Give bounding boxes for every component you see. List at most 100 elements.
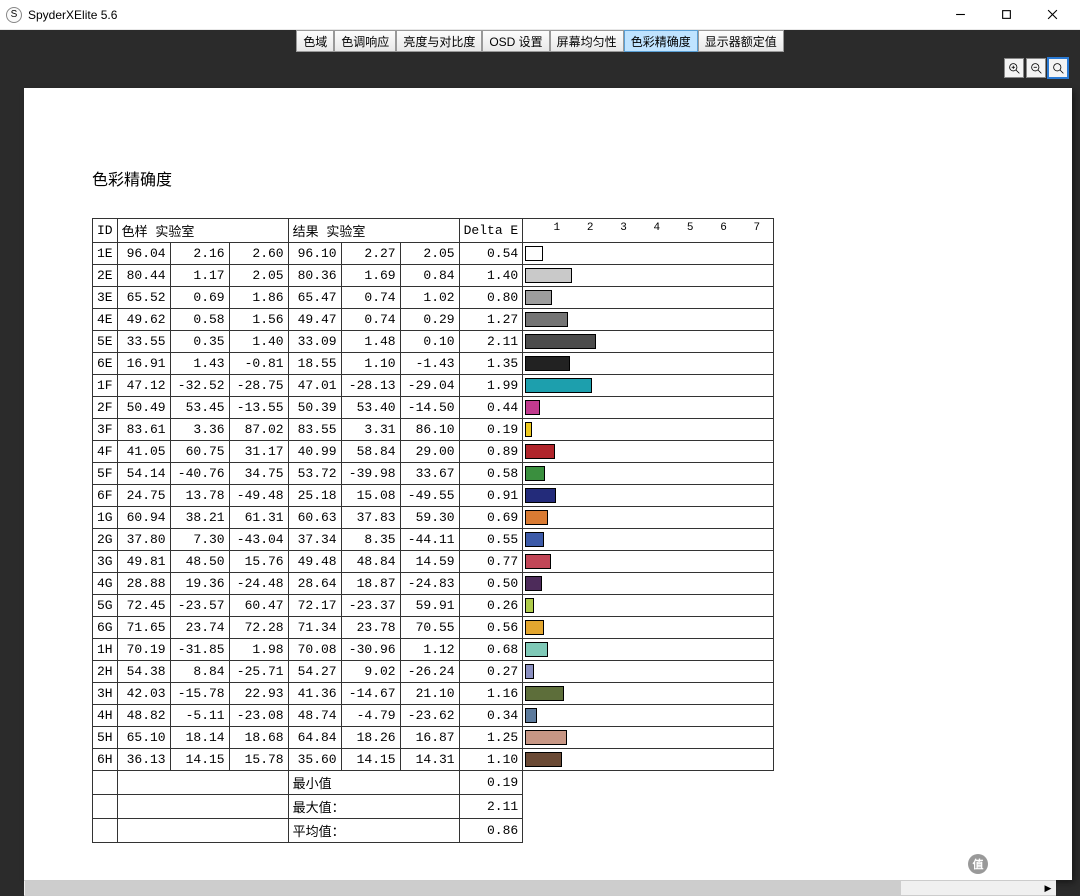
- table-row: 2H54.388.84-25.7154.279.02-26.240.27: [93, 661, 774, 683]
- cell-s2: -32.52: [170, 375, 229, 397]
- minimize-button[interactable]: [946, 5, 974, 25]
- tab-6[interactable]: 显示器额定值: [698, 30, 784, 52]
- tab-5[interactable]: 色彩精确度: [624, 30, 698, 52]
- cell-r1: 50.39: [288, 397, 341, 419]
- cell-r1: 65.47: [288, 287, 341, 309]
- cell-bar: [523, 375, 774, 397]
- table-row: 4H48.82-5.11-23.0848.74-4.79-23.620.34: [93, 705, 774, 727]
- table-row: 4F41.0560.7531.1740.9958.8429.000.89: [93, 441, 774, 463]
- cell-s2: 13.78: [170, 485, 229, 507]
- cell-s1: 47.12: [117, 375, 170, 397]
- tab-4[interactable]: 屏幕均匀性: [550, 30, 624, 52]
- cell-bar: [523, 617, 774, 639]
- th-sample: 色样 实验室: [117, 219, 288, 243]
- cell-s2: 23.74: [170, 617, 229, 639]
- cell-s2: -40.76: [170, 463, 229, 485]
- scroll-thumb[interactable]: [25, 881, 901, 895]
- cell-r3: -49.55: [400, 485, 459, 507]
- cell-delta: 0.68: [459, 639, 523, 661]
- cell-bar: [523, 397, 774, 419]
- scroll-right-button[interactable]: ▶: [1040, 881, 1056, 895]
- watermark-icon: 值: [968, 854, 988, 874]
- cell-id: 5G: [93, 595, 118, 617]
- summary-row: 最大值：2.11: [93, 795, 774, 819]
- table-row: 5E33.550.351.4033.091.480.102.11: [93, 331, 774, 353]
- cell-id: 1H: [93, 639, 118, 661]
- tab-2[interactable]: 亮度与对比度: [396, 30, 482, 52]
- cell-r2: 18.87: [341, 573, 400, 595]
- cell-s1: 80.44: [117, 265, 170, 287]
- cell-id: 3H: [93, 683, 118, 705]
- cell-delta: 0.56: [459, 617, 523, 639]
- cell-r1: 49.47: [288, 309, 341, 331]
- close-button[interactable]: [1038, 5, 1066, 25]
- cell-r1: 33.09: [288, 331, 341, 353]
- horizontal-scrollbar[interactable]: ◀ ▶: [24, 880, 1056, 896]
- cell-s2: 38.21: [170, 507, 229, 529]
- cell-delta: 0.54: [459, 243, 523, 265]
- cell-s1: 96.04: [117, 243, 170, 265]
- cell-s1: 37.80: [117, 529, 170, 551]
- canvas-area: 色彩精确度 ID色样 实验室结果 实验室Delta E12345671E96.0…: [24, 52, 1072, 880]
- app-body: 色域色调响应亮度与对比度OSD 设置屏幕均匀性色彩精确度显示器额定值 色彩精确度…: [0, 30, 1080, 896]
- cell-r3: -29.04: [400, 375, 459, 397]
- tab-0[interactable]: 色域: [296, 30, 334, 52]
- cell-r3: -24.83: [400, 573, 459, 595]
- cell-id: 6H: [93, 749, 118, 771]
- tab-3[interactable]: OSD 设置: [482, 30, 549, 52]
- cell-bar: [523, 705, 774, 727]
- cell-delta: 0.27: [459, 661, 523, 683]
- th-chart: 1234567: [523, 219, 774, 243]
- cell-r3: 59.91: [400, 595, 459, 617]
- page-title: 色彩精确度: [92, 166, 1004, 190]
- cell-r2: 37.83: [341, 507, 400, 529]
- cell-bar: [523, 727, 774, 749]
- cell-bar: [523, 529, 774, 551]
- cell-s3: 1.98: [229, 639, 288, 661]
- zoom-out-button[interactable]: [1026, 58, 1046, 78]
- cell-r1: 83.55: [288, 419, 341, 441]
- tab-1[interactable]: 色调响应: [334, 30, 396, 52]
- cell-r1: 70.08: [288, 639, 341, 661]
- cell-s1: 41.05: [117, 441, 170, 463]
- cell-bar: [523, 639, 774, 661]
- cell-id: 4H: [93, 705, 118, 727]
- cell-r2: 1.69: [341, 265, 400, 287]
- cell-r2: 18.26: [341, 727, 400, 749]
- zoom-in-button[interactable]: [1004, 58, 1024, 78]
- cell-s2: 7.30: [170, 529, 229, 551]
- cell-s3: 60.47: [229, 595, 288, 617]
- cell-delta: 0.91: [459, 485, 523, 507]
- maximize-button[interactable]: [992, 5, 1020, 25]
- cell-s3: 87.02: [229, 419, 288, 441]
- table-row: 3G49.8148.5015.7649.4848.8414.590.77: [93, 551, 774, 573]
- cell-r3: 16.87: [400, 727, 459, 749]
- cell-s2: 19.36: [170, 573, 229, 595]
- cell-r1: 64.84: [288, 727, 341, 749]
- cell-s3: 15.76: [229, 551, 288, 573]
- cell-r2: 58.84: [341, 441, 400, 463]
- cell-s1: 83.61: [117, 419, 170, 441]
- table-row: 6H36.1314.1515.7835.6014.1514.311.10: [93, 749, 774, 771]
- cell-id: 2G: [93, 529, 118, 551]
- cell-bar: [523, 573, 774, 595]
- cell-bar: [523, 309, 774, 331]
- cell-delta: 1.99: [459, 375, 523, 397]
- cell-id: 3G: [93, 551, 118, 573]
- summary-value: 2.11: [459, 795, 523, 819]
- cell-bar: [523, 463, 774, 485]
- cell-s2: 8.84: [170, 661, 229, 683]
- cell-s3: 2.05: [229, 265, 288, 287]
- zoom-fit-button[interactable]: [1048, 58, 1068, 78]
- cell-bar: [523, 661, 774, 683]
- cell-bar: [523, 331, 774, 353]
- cell-s3: -24.48: [229, 573, 288, 595]
- cell-s3: -13.55: [229, 397, 288, 419]
- cell-r2: -28.13: [341, 375, 400, 397]
- cell-id: 3F: [93, 419, 118, 441]
- cell-r3: 59.30: [400, 507, 459, 529]
- cell-delta: 0.34: [459, 705, 523, 727]
- table-row: 5H65.1018.1418.6864.8418.2616.871.25: [93, 727, 774, 749]
- cell-r1: 53.72: [288, 463, 341, 485]
- cell-id: 4E: [93, 309, 118, 331]
